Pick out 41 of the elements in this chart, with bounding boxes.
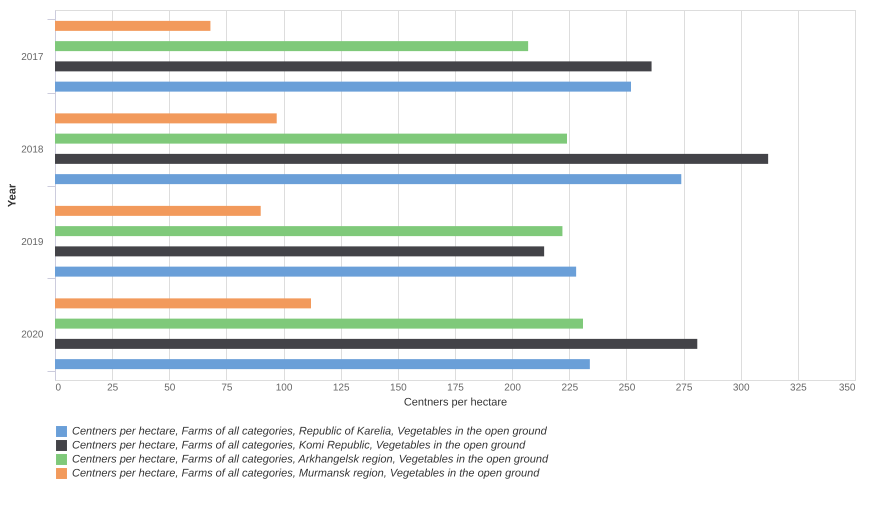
x-tick-label: 350 <box>838 382 856 394</box>
bar <box>55 41 528 52</box>
y-tick-label: 2017 <box>21 52 44 63</box>
bar <box>55 318 583 329</box>
bar <box>55 359 590 370</box>
x-axis-title: Centners per hectare <box>404 396 508 408</box>
x-tick-label: 325 <box>790 382 808 394</box>
x-tick-label: 25 <box>107 382 119 394</box>
bar <box>55 298 311 308</box>
bar <box>55 226 562 236</box>
x-tick-label: 125 <box>332 382 350 394</box>
bar <box>55 61 652 72</box>
bar <box>55 206 261 216</box>
bar <box>55 113 277 124</box>
y-tick-label: 2020 <box>21 329 44 340</box>
x-tick-label: 150 <box>390 382 408 394</box>
y-tick-label: 2018 <box>21 144 44 156</box>
x-tick-label: 100 <box>276 382 293 394</box>
x-tick-label: 250 <box>618 382 636 394</box>
x-tick-label: 275 <box>676 382 693 394</box>
y-tick-label: 2019 <box>21 236 44 248</box>
x-tick-label: 300 <box>732 382 750 394</box>
bar <box>55 82 631 92</box>
bar <box>55 154 768 164</box>
x-tick-label: 50 <box>164 382 176 394</box>
bar <box>55 246 544 256</box>
x-tick-label: 0 <box>56 382 62 394</box>
x-tick-label: 200 <box>504 382 522 394</box>
bar <box>55 134 567 144</box>
x-tick-label: 75 <box>221 382 233 394</box>
bar <box>55 338 698 349</box>
legend-label: Centners per hectare, Farms of all categories, Komi Republic, Vegetables in the open ground <box>72 440 526 452</box>
y-axis-title: Year <box>6 183 18 208</box>
legend-label: Centners per hectare, Farms of all categories, Murmansk region, Vegetables in the open ground <box>72 468 540 480</box>
x-tick-label: 175 <box>447 382 464 394</box>
legend-label: Centners per hectare, Farms of all categories, Arkhangelsk region, Vegetables in the open ground <box>72 454 550 466</box>
bar <box>55 174 682 184</box>
bar <box>55 266 576 277</box>
bar <box>55 20 210 31</box>
x-tick-label: 225 <box>561 382 579 394</box>
legend-label: Centners per hectare, Farms of all categories, Republic of Karelia, Vegetables in the open ground <box>72 426 548 438</box>
